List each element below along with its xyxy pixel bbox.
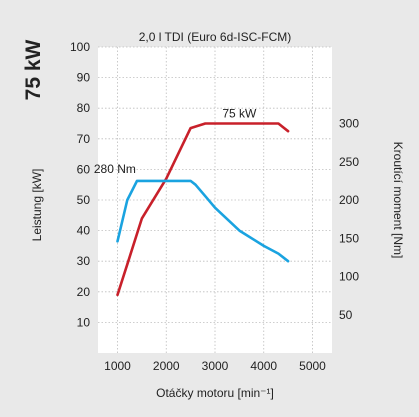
annotation-label: 75 kW — [222, 107, 257, 121]
power-badge: 75 kW — [22, 39, 45, 100]
x-tick-label: 1000 — [104, 359, 131, 373]
x-tick-label: 4000 — [250, 359, 277, 373]
y-right-tick-label: 300 — [339, 117, 359, 131]
y-axis-right-label: Kroutící moment [Nm] — [391, 142, 405, 259]
y-left-tick-label: 70 — [77, 132, 91, 146]
series-line-torque — [116, 179, 290, 263]
y-left-tick-label: 30 — [77, 254, 91, 268]
y-left-tick-label: 100 — [70, 40, 90, 54]
y-right-tick-label: 150 — [339, 231, 359, 245]
y-left-tick-label: 60 — [77, 162, 91, 176]
x-tick-label: 2000 — [153, 359, 180, 373]
x-tick-label: 3000 — [202, 359, 229, 373]
y-left-tick-label: 80 — [77, 101, 91, 115]
y-left-tick-label: 40 — [77, 224, 91, 238]
x-axis-label: Otáčky motoru [min⁻¹] — [156, 386, 274, 400]
labels: 10 20 30 40 50 60 70 80 90 100 1000 2000 3000 4000 500… — [70, 40, 359, 373]
series-line-power — [116, 122, 290, 297]
y-right-tick-label: 50 — [339, 308, 353, 322]
y-left-tick-label: 20 — [77, 285, 91, 299]
y-right-tick-label: 250 — [339, 155, 359, 169]
annotation-label: 280 Nm — [94, 162, 136, 176]
series-layer — [116, 122, 290, 297]
chart-title: 2,0 l TDI (Euro 6d-ISC-FCM) — [139, 30, 291, 44]
y-right-tick-label: 200 — [339, 193, 359, 207]
y-left-tick-label: 50 — [77, 193, 91, 207]
y-left-tick-label: 90 — [77, 71, 91, 85]
x-tick-label: 5000 — [299, 359, 326, 373]
y-left-tick-label: 10 — [77, 315, 91, 329]
y-axis-left-label: Leistung [kW] — [30, 169, 44, 242]
y-right-tick-label: 100 — [339, 270, 359, 284]
